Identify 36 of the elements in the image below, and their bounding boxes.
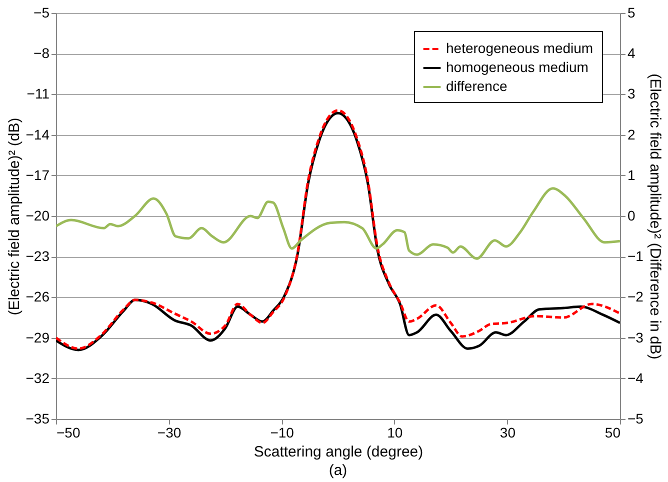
y-tick-label: −14	[26, 126, 50, 142]
legend-label: difference	[446, 78, 508, 94]
x-tick-label: −10	[270, 424, 294, 440]
y-tick-label: −5	[34, 4, 50, 20]
y2-tick-label: −3	[628, 329, 644, 346]
y2-tick-label: −1	[628, 248, 644, 264]
y2-tick-label: −4	[628, 370, 644, 386]
y-tick-label: −29	[26, 329, 50, 346]
y2-tick-label: 3	[628, 86, 636, 102]
legend-label: heterogeneous medium	[446, 40, 594, 56]
y-tick-label: −11	[26, 86, 50, 102]
y2-tick-label: 4	[628, 45, 636, 62]
y-tick-label: −23	[26, 248, 50, 264]
y-axis-title: (Electric field amplitude)² (dB)	[6, 118, 23, 316]
text: (a)	[328, 462, 348, 479]
x-tick-label: −30	[157, 424, 182, 440]
y2-tick-label: −5	[628, 410, 644, 426]
y-tick-label: −17	[26, 166, 50, 183]
y-tick-label: −35	[26, 410, 50, 426]
y2-tick-label: 5	[628, 4, 636, 20]
y2-tick-label: −2	[628, 288, 644, 305]
y-tick-label: −32	[26, 370, 50, 386]
y2-tick-label: 2	[628, 126, 636, 142]
x-tick-label: −50	[56, 424, 80, 440]
legend-label: homogeneous medium	[446, 59, 588, 75]
x-tick-label: 10	[387, 424, 403, 440]
y2-tick-label: 1	[628, 166, 636, 183]
x-tick-label: 30	[500, 424, 516, 440]
y-tick-label: −26	[26, 288, 50, 305]
y2-tick-label: 0	[628, 208, 636, 224]
y-tick-label: −8	[34, 45, 50, 62]
y-tick-label: −20	[26, 208, 50, 224]
x-tick-label: 50	[604, 424, 621, 440]
y2-axis-title: (Electric field amplitude)² (Difference in dB)	[646, 74, 664, 360]
line-series	[56, 187, 620, 260]
x-axis-title: Scattering angle (degree)	[254, 444, 424, 460]
